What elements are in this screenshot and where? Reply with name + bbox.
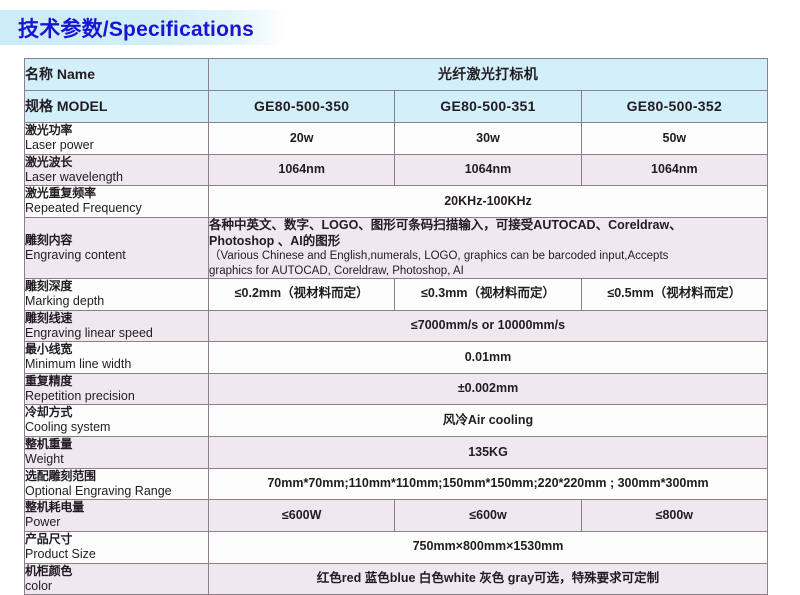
row-label: 激光重复频率 Repeated Frequency [24, 185, 209, 218]
row-label-en: Engraving content [25, 247, 126, 262]
content-line-en: （Various Chinese and English,numerals, L… [209, 250, 669, 263]
row-label-en: Repetition precision [25, 388, 135, 403]
row-label-text: 规格 MODEL [25, 97, 108, 114]
row-label-en: Optional Engraving Range [25, 483, 172, 498]
row-value: 750mm×800mm×1530mm [208, 530, 768, 564]
row-label-cn: 最小线宽 [25, 342, 73, 357]
row-label: 雕刻深度 Marking depth [24, 277, 209, 311]
table-row: 冷却方式 Cooling system 风冷Air cooling [24, 404, 768, 437]
row-value: 50w [580, 122, 769, 155]
row-value: 光纤激光打标机 [208, 58, 768, 91]
table-row: 重复精度 Repetition precision ±0.002mm [24, 372, 768, 406]
content-line-cn: 各种中英文、数字、LOGO、图形可条码扫描输入，可接受AUTOCAD、Corel… [209, 217, 682, 232]
row-label-cn: 整机重量 [25, 437, 73, 451]
row-value: ≤0.3mm（视材料而定） [394, 277, 582, 311]
table-row: 机柜颜色 color 红色red 蓝色blue 白色white 灰色 gray可选，… [24, 562, 768, 595]
page-title: 技术参数/Specifications [18, 18, 255, 41]
row-value: ≤0.5mm（视材料而定） [580, 277, 769, 311]
row-label: 整机重量 Weight [24, 436, 209, 469]
row-label-cn: 重复精度 [25, 373, 73, 388]
row-value: 1064nm [580, 153, 769, 187]
table-row: 选配雕刻范围 Optional Engraving Range 70mm*70mm;… [24, 467, 768, 501]
row-value: 30w [394, 122, 582, 155]
row-value: GE80-500-352 [580, 90, 769, 123]
row-label-text: 名称 Name [25, 65, 96, 82]
row-value: ≤600w [394, 499, 582, 532]
row-label: 名称 Name [24, 58, 209, 91]
row-label: 最小线宽 Minimum line width [24, 341, 209, 374]
row-value: 0.01mm [208, 341, 768, 374]
table-row: 雕刻线速 Engraving linear speed ≤7000mm/s or 1… [24, 309, 768, 343]
row-label-en: Laser wavelength [25, 169, 123, 184]
row-label-cn: 激光重复频率 [25, 186, 96, 201]
table-row: 整机重量 Weight 135KG [24, 436, 768, 469]
row-label-en: Marking depth [25, 293, 105, 308]
row-label-cn: 激光波长 [25, 154, 73, 169]
content-line-cn: Photoshop 、AI的图形 [209, 233, 341, 248]
row-label-en: Minimum line width [25, 357, 132, 372]
row-label: 重复精度 Repetition precision [24, 372, 209, 406]
table-row: 整机耗电量 Power ≤600W ≤600w ≤800w [24, 499, 769, 532]
content-line-en: graphics for AUTOCAD, Coreldraw, Photosh… [209, 264, 464, 277]
row-value-content: 各种中英文、数字、LOGO、图形可条码扫描输入，可接受AUTOCAD、Corel… [208, 216, 768, 279]
row-label: 整机耗电量 Power [24, 499, 209, 532]
row-label-cn: 选配雕刻范围 [25, 468, 96, 483]
row-label: 雕刻内容 Engraving content [24, 216, 209, 279]
row-value: 70mm*70mm;110mm*110mm;150mm*150mm;220*22… [208, 467, 768, 501]
row-label-cn: 冷却方式 [25, 405, 73, 420]
row-label-en: Cooling system [25, 420, 111, 435]
table-row: 激光波长 Laser wavelength 1064nm 1064nm 1064nm [24, 153, 769, 187]
row-label-cn: 产品尺寸 [25, 531, 73, 546]
table-row: 名称 Name 光纤激光打标机 [24, 58, 768, 91]
row-label: 机柜颜色 color [24, 562, 209, 595]
row-value: ≤800w [580, 499, 769, 532]
row-label-en: Power [25, 515, 61, 530]
table-row: 最小线宽 Minimum line width 0.01mm [24, 341, 768, 374]
row-value: GE80-500-351 [394, 90, 582, 123]
table-row: 产品尺寸 Product Size 750mm×800mm×1530mm [24, 530, 768, 564]
row-value: 135KG [208, 436, 768, 469]
row-label: 雕刻线速 Engraving linear speed [24, 309, 209, 343]
title-band [0, 10, 286, 45]
specifications-table: 名称 Name 光纤激光打标机 规格 MODEL GE80-500-350 GE80-5… [24, 58, 769, 595]
row-label-cn: 雕刻内容 [25, 232, 73, 247]
row-label: 规格 MODEL [24, 90, 209, 123]
row-label-cn: 整机耗电量 [25, 500, 85, 515]
table-row: 雕刻深度 Marking depth ≤0.2mm（视材料而定） ≤0.3mm（视材料… [24, 277, 769, 311]
row-label-en: Product Size [25, 546, 96, 561]
row-label: 冷却方式 Cooling system [24, 404, 209, 437]
row-value: ≤7000mm/s or 10000mm/s [208, 309, 768, 343]
table-row: 规格 MODEL GE80-500-350 GE80-500-351 GE80-500… [24, 90, 769, 123]
row-label: 选配雕刻范围 Optional Engraving Range [24, 467, 209, 501]
row-label-cn: 雕刻深度 [25, 278, 73, 293]
row-label-en: Weight [25, 452, 64, 466]
row-value: 1064nm [394, 153, 582, 187]
row-label: 激光功率 Laser power [24, 122, 209, 155]
row-label-en: Laser power [25, 138, 94, 152]
row-label-en: color [25, 578, 53, 593]
row-value: 风冷Air cooling [208, 404, 768, 437]
table-row: 激光功率 Laser power 20w 30w 50w [24, 122, 769, 155]
row-label: 激光波长 Laser wavelength [24, 153, 209, 187]
table-row: 激光重复频率 Repeated Frequency 20KHz-100KHz [24, 185, 768, 218]
row-label-cn: 机柜颜色 [25, 563, 73, 578]
row-label-en: Repeated Frequency [25, 201, 142, 216]
row-value: GE80-500-350 [207, 90, 396, 123]
row-label-cn: 激光功率 [25, 123, 73, 137]
row-value: 红色red 蓝色blue 白色white 灰色 gray可选，特殊要求可定制 [208, 562, 768, 595]
row-value: ≤600W [207, 499, 396, 532]
table-row: 雕刻内容 Engraving content 各种中英文、数字、LOGO、图形可条码… [24, 216, 768, 279]
row-value: 1064nm [207, 153, 396, 187]
row-label-cn: 雕刻线速 [25, 310, 73, 325]
row-value: 20KHz-100KHz [208, 185, 768, 218]
row-label: 产品尺寸 Product Size [24, 530, 209, 564]
row-value: ±0.002mm [208, 372, 768, 406]
row-value: ≤0.2mm（视材料而定） [207, 277, 396, 311]
row-value: 20w [207, 122, 396, 155]
row-label-en: Engraving linear speed [25, 325, 153, 340]
